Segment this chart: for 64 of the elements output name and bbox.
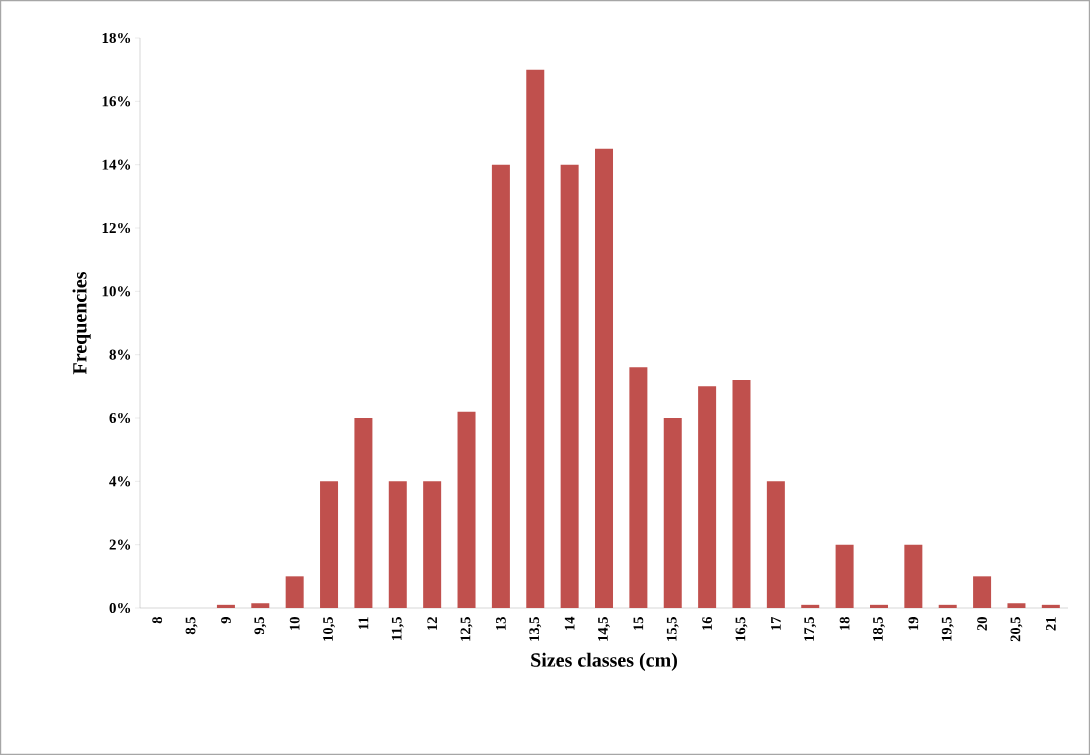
bar (388, 481, 407, 608)
bar (732, 380, 751, 608)
x-axis-title: Sizes classes (cm) (531, 652, 677, 671)
y-axis-title: Frequencies (72, 272, 91, 375)
bar (216, 604, 235, 608)
x-tick-label: 14 (564, 616, 575, 630)
x-tick-label: 10,5 (323, 617, 335, 641)
x-tick-label: 8 (152, 617, 163, 624)
x-tick-label: 17 (771, 616, 781, 630)
y-tick-label: 8% (109, 349, 131, 360)
x-tick-label: 9,5 (254, 617, 267, 635)
bar (698, 386, 717, 608)
bar (869, 604, 888, 608)
x-tick-label: 15,5 (666, 617, 679, 641)
y-tick-label: 16% (102, 96, 131, 107)
x-tick-label: 12,5 (460, 617, 473, 641)
x-tick-label: 9 (221, 617, 231, 624)
bar (423, 481, 442, 608)
x-tick-label: 13,5 (529, 617, 542, 641)
bar (251, 603, 270, 608)
x-tick-label: 20 (977, 617, 987, 631)
bar (663, 418, 682, 608)
bar (595, 148, 614, 608)
bar (354, 418, 373, 608)
x-tick-label: 19 (908, 617, 919, 630)
x-tick-label: 21 (1046, 617, 1056, 631)
bar (938, 604, 957, 608)
y-tick-label: 18% (102, 32, 131, 44)
bar (457, 411, 476, 608)
x-tick-label: 8,5 (185, 617, 198, 635)
bar (766, 481, 785, 608)
bar (285, 576, 304, 608)
x-tick-label: 20,5 (1010, 617, 1023, 642)
y-tick-label: 0% (109, 602, 131, 614)
x-tick-label: 19,5 (941, 617, 954, 641)
x-tick-label: 18 (839, 617, 850, 630)
y-tick-label: 2% (109, 539, 131, 550)
bar (491, 164, 510, 608)
bar (835, 544, 854, 608)
x-tick-label: 13 (496, 617, 506, 630)
bar (320, 481, 339, 608)
x-tick-label: 15 (633, 617, 644, 630)
bar (973, 576, 992, 608)
y-tick-label: 10% (102, 286, 131, 297)
x-tick-label: 10 (289, 617, 300, 630)
bar (1041, 604, 1060, 608)
bar (1007, 603, 1026, 608)
bar (801, 604, 820, 608)
bar (526, 69, 545, 608)
y-tick-label: 6% (109, 412, 131, 424)
y-tick-label: 12% (102, 222, 131, 234)
y-tick-label: 4% (109, 476, 131, 487)
x-tick-label: 11,5 (391, 617, 404, 640)
x-tick-label: 11 (358, 617, 369, 630)
x-tick-label: 14,5 (598, 617, 610, 641)
x-tick-label: 16 (702, 616, 712, 630)
x-tick-label: 18,5 (873, 617, 885, 641)
y-tick-label: 14% (102, 159, 131, 170)
x-tick-label: 17,5 (804, 617, 817, 641)
x-tick-label: 12 (427, 617, 437, 630)
bar (560, 164, 579, 608)
x-tick-label: 16,5 (735, 617, 748, 641)
bar (904, 544, 923, 608)
bar (629, 367, 648, 608)
